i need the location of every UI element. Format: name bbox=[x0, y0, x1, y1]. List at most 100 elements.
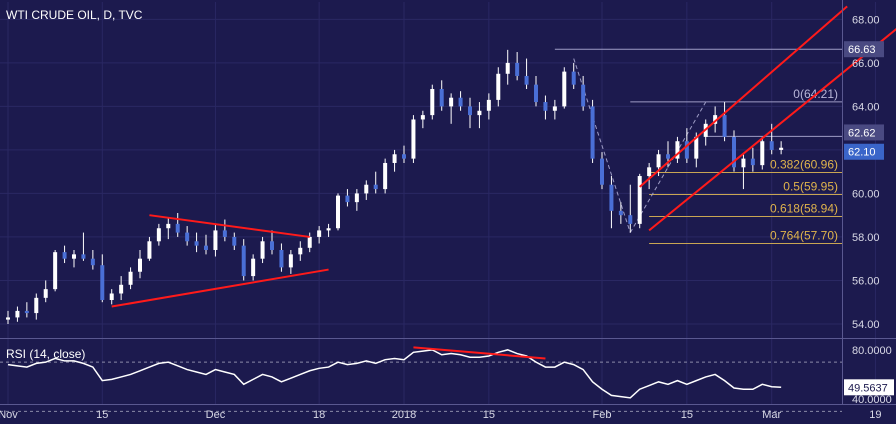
price-tick-label-7: 68.00 bbox=[852, 14, 880, 26]
candle-body-7 bbox=[72, 254, 76, 259]
price-tick-label-3: 60.00 bbox=[852, 188, 880, 200]
candle-body-69 bbox=[656, 154, 661, 168]
candle-body-38 bbox=[364, 184, 369, 194]
rsi-value-label-bg bbox=[844, 379, 894, 396]
price-label-bg-1 bbox=[844, 124, 884, 141]
candle-body-56 bbox=[534, 84, 538, 103]
channel-upper-line bbox=[639, 5, 848, 188]
candle-body-64 bbox=[609, 184, 614, 211]
candle-body-41 bbox=[392, 154, 397, 163]
candle-body-33 bbox=[317, 230, 322, 237]
candle-body-46 bbox=[439, 89, 444, 107]
candle-body-32 bbox=[307, 236, 312, 248]
price-label-2: 62.10 bbox=[848, 147, 876, 159]
candle-body-51 bbox=[486, 99, 491, 111]
candle-body-26 bbox=[251, 258, 256, 277]
candle-body-12 bbox=[119, 284, 124, 294]
candle-body-78 bbox=[741, 158, 746, 168]
candle-body-79 bbox=[750, 158, 755, 166]
candle-body-40 bbox=[383, 162, 388, 190]
candle-body-53 bbox=[505, 62, 510, 74]
candle-body-9 bbox=[90, 258, 95, 266]
candle-body-13 bbox=[128, 271, 133, 285]
candle-body-48 bbox=[458, 97, 463, 107]
candle-body-2 bbox=[24, 310, 29, 314]
candle-body-75 bbox=[713, 115, 718, 124]
candle-body-59 bbox=[562, 71, 567, 107]
time-tick-label-2: Dec bbox=[206, 409, 226, 421]
rsi-tick-label-1: 40.0000 bbox=[852, 394, 892, 406]
candle-body-21 bbox=[204, 245, 208, 250]
candle-body-0 bbox=[6, 317, 10, 320]
candle-body-31 bbox=[298, 247, 303, 255]
price-tick-label-1: 56.00 bbox=[852, 275, 880, 287]
candle-body-27 bbox=[260, 241, 265, 259]
candle-body-4 bbox=[43, 289, 48, 298]
rsi-divergence-line bbox=[413, 346, 546, 360]
candle-body-80 bbox=[760, 141, 765, 166]
candle-body-81 bbox=[769, 141, 774, 150]
candle-body-6 bbox=[62, 252, 67, 259]
time-tick-label-3: 18 bbox=[313, 409, 325, 421]
time-tick-label-4: 2018 bbox=[392, 409, 416, 421]
candle-body-14 bbox=[138, 258, 142, 272]
candle-body-44 bbox=[420, 115, 425, 120]
candle-body-63 bbox=[600, 158, 604, 185]
candle-body-61 bbox=[581, 84, 586, 107]
candle-body-28 bbox=[270, 241, 274, 250]
price-tick-label-6: 66.00 bbox=[852, 58, 880, 70]
candle-body-55 bbox=[524, 75, 529, 85]
rsi-title: RSI (14, close) bbox=[6, 347, 85, 361]
time-tick-label-0: Nov bbox=[0, 409, 18, 421]
candle-body-15 bbox=[147, 241, 152, 259]
candle-body-82 bbox=[779, 147, 784, 150]
rsi-value-label: 49.5637 bbox=[848, 382, 888, 394]
rsi-line bbox=[7, 349, 782, 399]
candle-body-36 bbox=[345, 195, 350, 203]
price-label-bg-0 bbox=[844, 41, 884, 58]
candle-body-66 bbox=[628, 215, 633, 224]
candle-body-24 bbox=[232, 236, 237, 246]
candle-body-16 bbox=[156, 228, 161, 242]
time-tick-label-5: 15 bbox=[483, 409, 495, 421]
candle-body-22 bbox=[213, 230, 218, 250]
price-tick-label-2: 58.00 bbox=[852, 232, 880, 244]
candle-body-62 bbox=[590, 106, 595, 159]
candle-body-54 bbox=[515, 62, 520, 76]
candle-body-60 bbox=[571, 71, 576, 85]
candle-body-71 bbox=[675, 141, 680, 159]
candle-body-30 bbox=[288, 254, 293, 268]
candle-body-68 bbox=[647, 167, 652, 177]
candle-body-29 bbox=[279, 249, 284, 268]
candle-body-19 bbox=[185, 232, 190, 242]
candle-body-52 bbox=[496, 73, 501, 100]
candle-body-73 bbox=[694, 136, 699, 159]
candle-body-45 bbox=[430, 89, 435, 116]
candle-body-34 bbox=[326, 228, 331, 231]
channel-lower-line bbox=[648, 28, 896, 232]
time-tick-label-9: 19 bbox=[869, 409, 881, 421]
trend-channel bbox=[111, 5, 896, 308]
candle-body-3 bbox=[34, 297, 39, 314]
candle-body-50 bbox=[477, 110, 482, 116]
candle-body-49 bbox=[468, 106, 472, 116]
candle-body-8 bbox=[81, 254, 86, 259]
candle-body-35 bbox=[336, 195, 340, 229]
candle-body-10 bbox=[100, 265, 105, 301]
candle-body-18 bbox=[175, 223, 180, 233]
time-tick-label-1: 15 bbox=[96, 409, 108, 421]
candle-body-23 bbox=[222, 230, 227, 237]
chart-title: WTI CRUDE OIL, D, TVC bbox=[6, 8, 143, 22]
time-tick-label-6: Feb bbox=[593, 409, 612, 421]
candle-body-42 bbox=[402, 154, 406, 159]
candle-body-57 bbox=[543, 102, 548, 111]
candle-body-25 bbox=[241, 245, 246, 277]
candlestick-series bbox=[6, 49, 784, 324]
grid-lines bbox=[0, 2, 876, 404]
candle-body-67 bbox=[637, 176, 642, 224]
price-tick-label-0: 54.00 bbox=[852, 319, 880, 331]
